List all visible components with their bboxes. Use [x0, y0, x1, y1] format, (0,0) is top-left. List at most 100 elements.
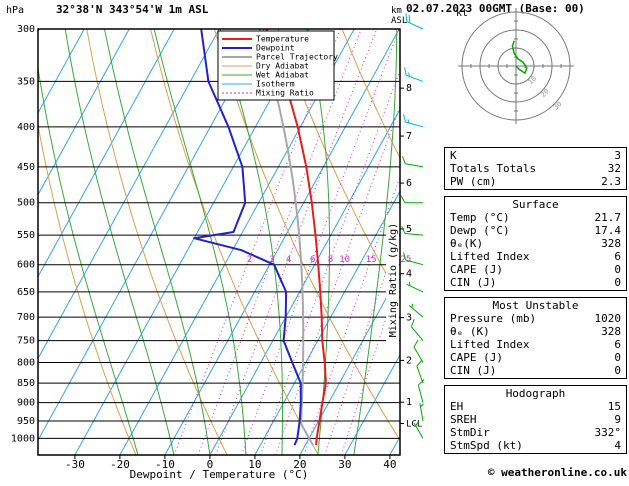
temperature-tick-label: -20	[110, 458, 130, 471]
stat-label: CAPE (J)	[450, 263, 503, 276]
stat-value: 21.7	[594, 211, 622, 224]
stat-value: 9	[614, 413, 621, 426]
stat-value: 0	[614, 364, 621, 377]
mixing-ratio-value: 8	[328, 255, 333, 265]
wind-barb	[404, 67, 424, 82]
stat-label: Dewp (°C)	[450, 224, 510, 237]
lcl-label: LCL	[406, 420, 422, 430]
stat-value: 6	[614, 338, 621, 351]
pressure-tick-label: 450	[17, 162, 35, 173]
stats-box-title: Surface	[512, 198, 559, 211]
stat-label: CIN (J)	[450, 364, 497, 377]
temperature-tick-label: 0	[207, 458, 214, 471]
temperature-tick-label: 40	[383, 458, 396, 471]
pressure-tick-label: 800	[17, 358, 35, 369]
stat-label: CAPE (J)	[450, 351, 503, 364]
stats-box-hodograph: Hodograph EH 15 SREH 9 StmDir 332° StmSpd (kt) 4	[444, 385, 627, 454]
temperature-axis: -30 -20 -10 0 10 20 30 40	[65, 455, 397, 471]
legend-label: Isotherm	[256, 80, 295, 89]
legend-label: Temperature	[256, 35, 309, 44]
pressure-tick-label: 700	[17, 312, 35, 323]
stat-row: Temp (°C) 21.7	[445, 211, 626, 224]
stat-row: θₑ (K) 328	[445, 325, 626, 338]
stats-panel: K 3 Totals Totals 32 PW (cm) 2.3 Surface Temp (…	[444, 147, 627, 460]
temperature-axis-title: Dewpoint / Temperature (°C)	[129, 468, 309, 481]
stats-box-indices: K 3 Totals Totals 32 PW (cm) 2.3	[444, 147, 627, 190]
pressure-gridlines	[38, 28, 400, 439]
altitude-axis-unit: ASL	[391, 16, 407, 26]
mixing-ratio-value: 3	[269, 255, 274, 265]
altitude-tick-label: 5	[406, 224, 412, 235]
stat-label: θₑ(K)	[450, 237, 484, 250]
altitude-tick-label: 4	[406, 269, 412, 280]
legend-label: Mixing Ratio	[256, 89, 314, 98]
mixing-ratio-value: 6	[310, 255, 315, 265]
wind-barb	[403, 252, 424, 266]
temperature-tick-label: -30	[65, 458, 85, 471]
stats-box-title: Most Unstable	[492, 299, 579, 312]
stat-row: Dewp (°C) 17.4	[445, 224, 626, 237]
stat-value: 0	[614, 351, 621, 364]
pressure-tick-label: 600	[17, 260, 35, 271]
stat-value: 17.4	[594, 224, 622, 237]
pressure-tick-label: 400	[17, 122, 35, 133]
wind-barb	[405, 13, 424, 30]
stat-value: 1020	[594, 312, 622, 325]
hodograph-unit-label: kt	[456, 8, 468, 19]
stat-label: StmSpd (kt)	[450, 439, 523, 452]
dewpoint-line	[193, 29, 302, 446]
stat-label: K	[450, 149, 457, 162]
wind-barb	[416, 359, 424, 384]
altitude-tick-label: 8	[406, 83, 412, 94]
stat-label: SREH	[450, 413, 477, 426]
stat-row: θₑ(K) 328	[445, 237, 626, 250]
wind-barb	[406, 281, 424, 293]
stat-label: Lifted Index	[450, 338, 530, 351]
copyright: © weatheronline.co.uk	[487, 466, 627, 479]
wind-barb	[413, 339, 424, 363]
pressure-tick-label: 350	[17, 76, 35, 87]
stat-row: CIN (J) 0	[445, 276, 626, 289]
stat-row: CIN (J) 0	[445, 364, 626, 377]
pressure-tick-label: 300	[17, 24, 35, 35]
stat-value: 328	[601, 237, 621, 250]
stat-row: Pressure (mb) 1020	[445, 312, 626, 325]
stat-row: Lifted Index 6	[445, 250, 626, 263]
altitude-tick-label: 7	[406, 131, 412, 142]
wind-barb	[401, 226, 424, 236]
temperature-line	[265, 29, 327, 446]
page-title: 32°38'N 343°54'W 1m ASL	[56, 3, 209, 16]
stat-value: 6	[614, 250, 621, 263]
mixing-ratio-value: 10	[339, 255, 350, 265]
altitude-tick-label: 1	[406, 397, 412, 408]
stat-row: StmSpd (kt) 4	[445, 439, 626, 452]
pressure-tick-label: 500	[17, 198, 35, 209]
mixing-axis-label-bg	[386, 215, 399, 345]
altitude-tick-label: 6	[406, 178, 412, 189]
pressure-tick-label: 650	[17, 287, 35, 298]
stats-box-title: Hodograph	[505, 387, 566, 400]
stat-label: Lifted Index	[450, 250, 530, 263]
mixing-ratio-value: 2	[247, 255, 252, 265]
temperature-tick-label: -10	[155, 458, 175, 471]
pressure-tick-label: 850	[17, 378, 35, 389]
pressure-tick-label: 550	[17, 230, 35, 241]
stat-row: PW (cm) 2.3	[445, 175, 626, 188]
hodograph-ring-label: 10	[526, 75, 538, 87]
temperature-tick-label: 30	[338, 458, 351, 471]
hodograph-trace	[511, 40, 528, 74]
stat-label: StmDir	[450, 426, 490, 439]
pressure-axis-labels: 300 350 400 450 500 550 600 650 700 750 800 850 900 9…	[11, 24, 35, 444]
mixing-ratio-lines	[173, 29, 400, 455]
temperature-tick-label: 10	[248, 458, 261, 471]
stat-value: 0	[614, 276, 621, 289]
stat-row: Lifted Index 6	[445, 338, 626, 351]
plot-border	[37, 28, 401, 456]
stat-label: CIN (J)	[450, 276, 497, 289]
stat-label: EH	[450, 400, 464, 413]
wind-barbs-column	[400, 13, 425, 439]
wind-barb	[402, 156, 424, 168]
stat-row: CAPE (J) 0	[445, 263, 626, 276]
stat-value: 15	[607, 400, 621, 413]
